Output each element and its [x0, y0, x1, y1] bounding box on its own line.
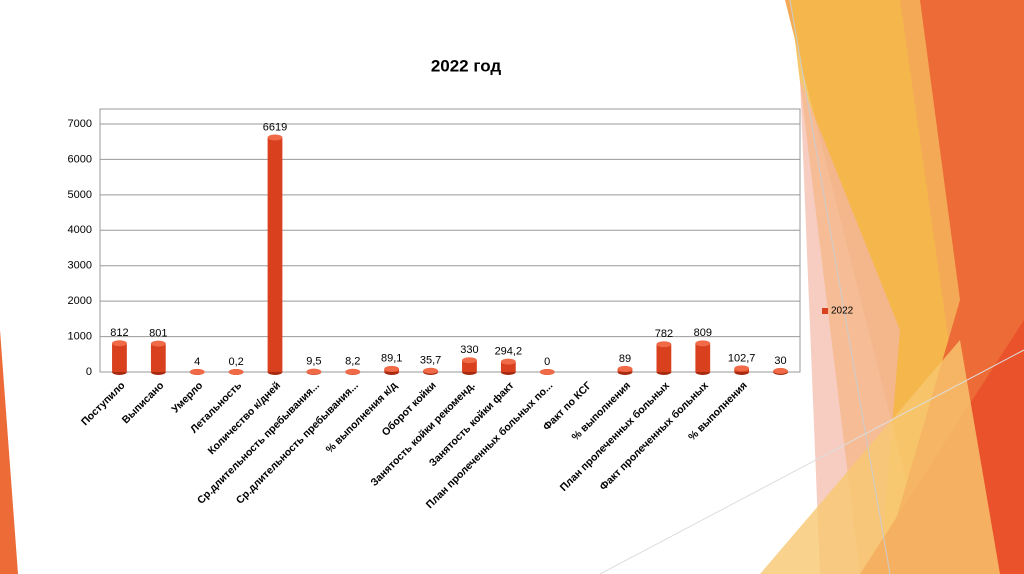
x-tick-label: Поступило: [79, 380, 128, 429]
x-tick-label: Количество к/дней: [206, 380, 283, 457]
value-label: 30: [774, 355, 786, 367]
y-tick-label: 5000: [68, 189, 92, 201]
y-tick-label: 4000: [68, 224, 92, 236]
y-tick-label: 1000: [68, 330, 92, 342]
value-label: 4: [194, 356, 200, 368]
legend-label: 2022: [831, 306, 854, 317]
bar: [656, 341, 672, 375]
value-label: 294,2: [495, 345, 523, 357]
chart-title: 2022 год: [431, 56, 502, 75]
bar: [267, 134, 283, 375]
y-tick-label: 3000: [68, 260, 92, 272]
value-label: 809: [694, 327, 712, 339]
value-label: 812: [110, 327, 128, 339]
bar: [773, 367, 788, 375]
value-label: 0: [544, 356, 550, 368]
value-label: 6619: [263, 121, 287, 133]
bar: [539, 369, 555, 375]
value-label: 102,7: [728, 352, 756, 364]
value-label: 330: [460, 344, 478, 356]
x-tick-label: Умерло: [169, 380, 205, 416]
y-tick-label: 2000: [68, 295, 92, 307]
y-tick-label: 0: [86, 366, 92, 378]
bar: [734, 365, 750, 375]
bar: [462, 357, 477, 375]
bar: [695, 340, 711, 375]
bar: [423, 367, 438, 375]
bar: [306, 368, 322, 375]
bar: [228, 368, 244, 375]
bar: [384, 365, 400, 375]
legend-swatch: [822, 308, 828, 314]
value-label: 89,1: [381, 353, 402, 365]
y-tick-label: 7000: [68, 118, 92, 130]
value-label: 9,5: [306, 356, 321, 368]
value-label: 801: [149, 328, 167, 340]
value-label: 89: [619, 353, 631, 365]
bar: [112, 340, 127, 375]
bar: [150, 340, 166, 375]
value-label: 0,2: [228, 356, 243, 368]
y-tick-label: 6000: [68, 153, 92, 165]
bar: [189, 368, 205, 375]
bar: [500, 358, 516, 375]
x-tick-label: Выписано: [120, 380, 167, 427]
bar: [617, 365, 633, 375]
value-label: 35,7: [420, 355, 441, 367]
value-label: 8,2: [345, 356, 360, 368]
x-tick-label: % выполнения к/д: [324, 379, 400, 455]
value-label: 782: [655, 328, 673, 340]
bar: [345, 368, 361, 375]
